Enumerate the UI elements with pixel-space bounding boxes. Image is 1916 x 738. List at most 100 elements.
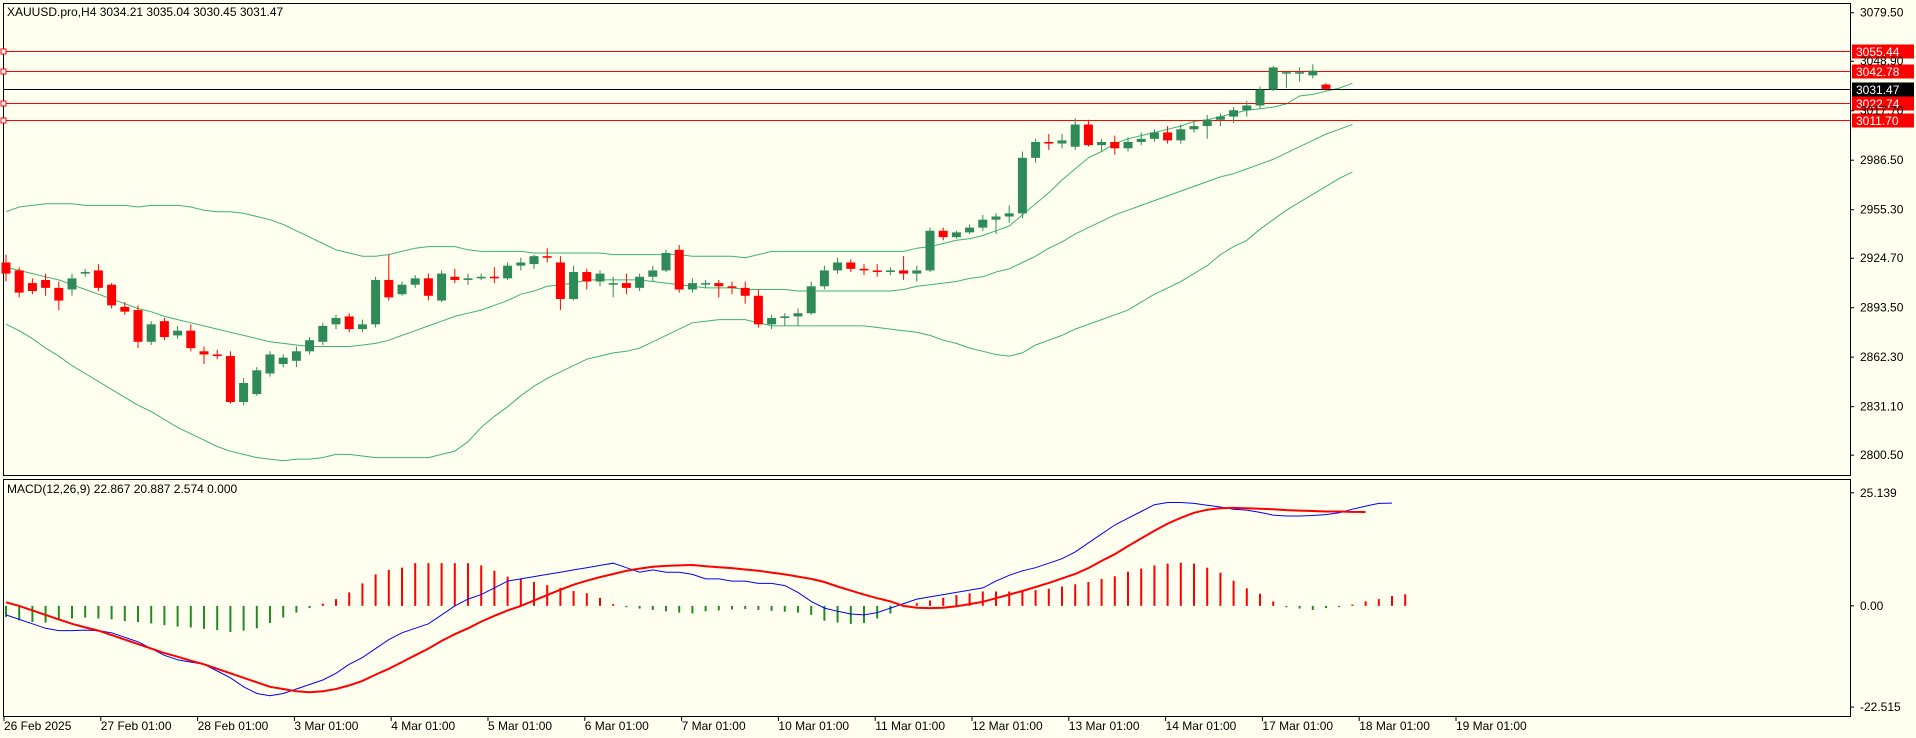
candle-body: [357, 324, 367, 330]
horizontal-levels[interactable]: 3055.44 3042.78 3022.74 3011.70 3031.47: [0, 44, 1914, 129]
candle-body: [925, 230, 935, 271]
level-handle[interactable]: [0, 117, 7, 124]
candle: [503, 262, 513, 280]
macd-panel[interactable]: [3, 479, 1851, 717]
candle: [1215, 113, 1225, 127]
candle: [516, 257, 526, 271]
candle-body: [1281, 72, 1291, 74]
candle-body: [885, 270, 895, 273]
candle-body: [133, 310, 143, 342]
candle-body: [1321, 84, 1331, 89]
candle-body: [1123, 141, 1133, 149]
price-tick-label: 2955.30: [1860, 203, 1904, 217]
level-handle[interactable]: [0, 48, 7, 55]
candle: [859, 264, 869, 276]
candle-body: [371, 279, 381, 325]
candle-body: [767, 318, 777, 325]
candle: [133, 305, 143, 349]
macd-line: [5, 502, 1393, 697]
candle: [212, 349, 222, 360]
macd-tick-label: -22.515: [1860, 700, 1901, 714]
level-handle[interactable]: [0, 68, 7, 75]
time-tick-label: 5 Mar 01:00: [488, 719, 552, 733]
candle: [120, 302, 130, 315]
candle-body: [159, 321, 169, 338]
candle-body: [476, 276, 486, 279]
candle: [371, 276, 381, 328]
candle-body: [1110, 141, 1120, 149]
candle: [1189, 119, 1199, 133]
time-tick-label: 19 Mar 01:00: [1456, 719, 1527, 733]
price-tick-label: 2986.50: [1860, 153, 1904, 167]
price-tick-label: 2831.10: [1860, 400, 1904, 414]
candle-body: [397, 284, 407, 295]
candle: [423, 273, 433, 301]
candle: [582, 268, 592, 290]
candle-body: [529, 256, 539, 265]
candle: [1004, 205, 1014, 223]
candle: [740, 281, 750, 304]
candle-body: [67, 278, 77, 290]
time-tick-label: 4 Mar 01:00: [391, 719, 455, 733]
macd-tick-label: 0.00: [1860, 599, 1884, 613]
price-tick-label: 2893.50: [1860, 301, 1904, 315]
current-price-tag: [1852, 82, 1914, 97]
candle: [173, 325, 183, 339]
candle-body: [912, 270, 922, 274]
candle: [833, 257, 843, 274]
candle: [978, 214, 988, 231]
candle-body: [410, 278, 420, 285]
price-tick-label: 3048.90: [1860, 54, 1904, 68]
level-handle[interactable]: [0, 100, 7, 107]
candle-body: [727, 286, 737, 288]
time-tick-label: 18 Mar 01:00: [1359, 719, 1430, 733]
candle: [1057, 134, 1067, 149]
candle: [278, 354, 288, 368]
candle-body: [265, 354, 275, 374]
candle: [14, 267, 24, 298]
candle-body: [793, 313, 803, 317]
candle: [727, 281, 737, 295]
candle-body: [437, 273, 447, 301]
candle: [885, 267, 895, 276]
candle: [437, 270, 447, 303]
candle: [107, 283, 117, 309]
candle: [199, 346, 209, 364]
chart-header: XAUUSD.pro,H4 3034.21 3035.04 3030.45 30…: [7, 5, 284, 19]
candle-body: [555, 262, 565, 299]
candle-body: [41, 279, 51, 288]
candle-body: [1176, 129, 1186, 141]
level-price-label: 3022.74: [1856, 97, 1900, 111]
candle: [186, 324, 196, 352]
candle: [1136, 132, 1146, 146]
candle: [318, 322, 328, 345]
macd-indicator: [5, 502, 1407, 697]
candle-body: [93, 270, 103, 288]
candle-body: [384, 279, 394, 298]
time-tick-label: 6 Mar 01:00: [585, 719, 649, 733]
macd-header: MACD(12,26,9) 22.867 20.887 2.574 0.000: [7, 482, 237, 496]
candle-body: [80, 272, 90, 274]
candle: [569, 265, 579, 301]
price-tick-label: 3079.50: [1860, 6, 1904, 20]
candle-body: [569, 272, 579, 299]
level-price-tag: [1852, 64, 1914, 79]
candle: [529, 254, 539, 269]
candle-body: [978, 219, 988, 228]
candle: [555, 256, 565, 311]
candle-body: [846, 262, 856, 269]
candle: [93, 264, 103, 292]
candle-body: [107, 284, 117, 306]
candle-body: [859, 268, 869, 271]
candle: [767, 314, 777, 330]
candle-body: [965, 227, 975, 233]
price-axis: 3079.50 3048.90 3017.70 2986.50 2955.30 2924.…: [1850, 6, 1904, 462]
candle-body: [1163, 132, 1173, 141]
bb-lower-line: [5, 171, 1353, 462]
candle-body: [186, 330, 196, 349]
candle: [872, 264, 882, 277]
level-price-label: 3011.70: [1856, 114, 1899, 128]
candle-body: [661, 252, 671, 271]
candle: [753, 289, 763, 328]
